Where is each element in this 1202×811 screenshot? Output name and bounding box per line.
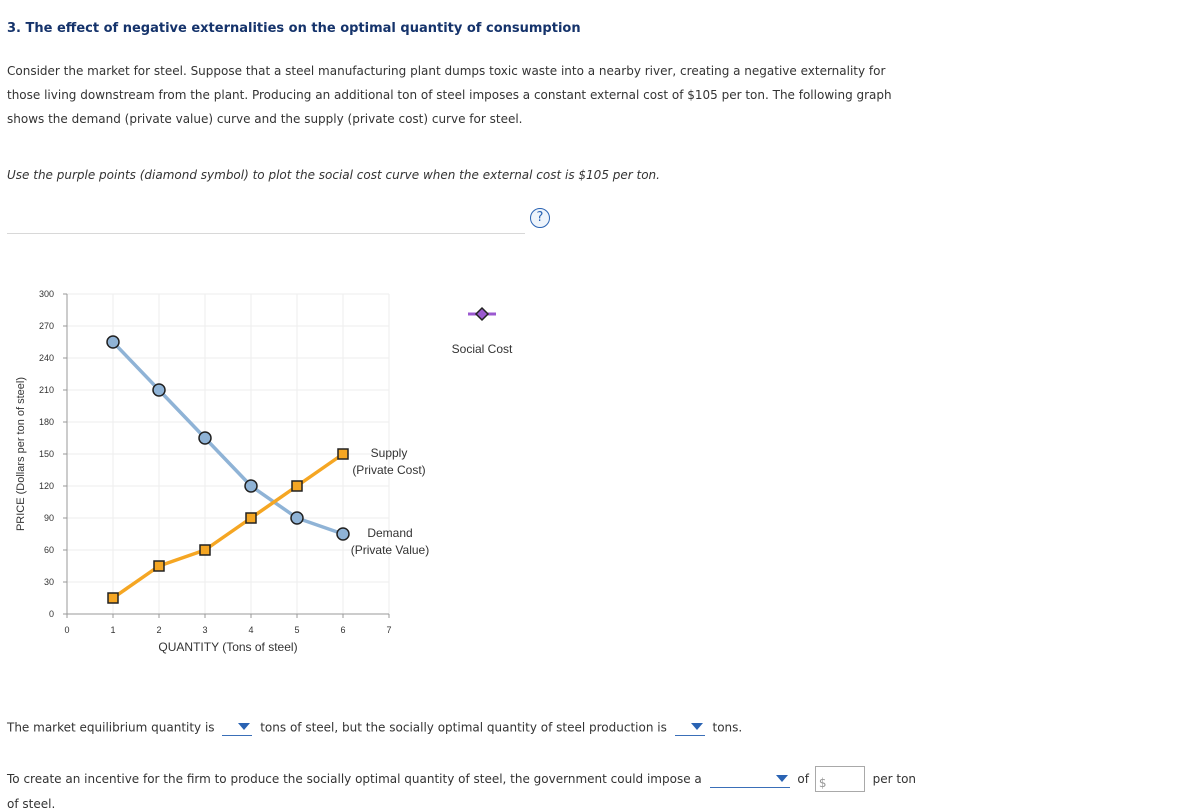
supply-label: Supply bbox=[371, 446, 408, 460]
tax-question: To create an incentive for the firm to p… bbox=[7, 766, 916, 792]
demand-point[interactable] bbox=[244, 479, 258, 493]
optimal-quantity-dropdown[interactable] bbox=[674, 719, 705, 736]
y-tick-label: 120 bbox=[39, 481, 54, 491]
equilibrium-question: The market equilibrium quantity is tons … bbox=[7, 719, 742, 736]
tax-tail: of steel. bbox=[7, 797, 56, 811]
question-title: 3. The effect of negative externalities … bbox=[7, 21, 581, 36]
tax-suffix: per ton bbox=[872, 772, 917, 786]
x-tick-label: 4 bbox=[248, 625, 253, 635]
instruction-text: Use the purple points (diamond symbol) t… bbox=[7, 168, 660, 182]
equilibrium-middle: tons of steel, but the socially optimal … bbox=[260, 720, 667, 735]
y-tick-label: 240 bbox=[39, 353, 54, 363]
y-tick-label: 30 bbox=[44, 577, 54, 587]
divider bbox=[7, 233, 525, 234]
supply-point[interactable] bbox=[153, 560, 165, 572]
chevron-down-icon bbox=[690, 723, 703, 730]
chevron-down-icon bbox=[775, 774, 788, 782]
supply-curve-line bbox=[112, 452, 344, 600]
x-tick-label: 3 bbox=[202, 625, 207, 635]
dollar-sign: $ bbox=[818, 776, 827, 790]
tax-amount-input[interactable]: $ bbox=[814, 766, 865, 792]
x-axis-label: QUANTITY (Tons of steel) bbox=[158, 640, 297, 654]
x-tick-label: 6 bbox=[340, 625, 345, 635]
demand-point[interactable] bbox=[290, 511, 304, 525]
tax-prefix: To create an incentive for the firm to p… bbox=[7, 772, 702, 786]
demand-point[interactable] bbox=[152, 383, 166, 397]
chart-axes: 0 30 60 90 120 150 180 210 240 270 300 0 1 2 3 4 5 6 7 bbox=[39, 289, 392, 635]
demand-point[interactable] bbox=[198, 431, 212, 445]
supply-point[interactable] bbox=[337, 448, 349, 460]
supply-point[interactable] bbox=[291, 480, 303, 492]
chevron-down-icon bbox=[238, 723, 251, 730]
y-tick-label: 90 bbox=[44, 513, 54, 523]
y-tick-label: 180 bbox=[39, 417, 54, 427]
chart-series bbox=[106, 335, 350, 604]
policy-type-dropdown[interactable] bbox=[709, 771, 790, 788]
demand-label: (Private Value) bbox=[351, 543, 429, 557]
demand-label: Demand bbox=[367, 526, 412, 540]
y-axis-label: PRICE (Dollars per ton of steel) bbox=[15, 377, 27, 531]
y-tick-label: 150 bbox=[39, 449, 54, 459]
demand-point[interactable] bbox=[336, 527, 350, 541]
supply-label: (Private Cost) bbox=[352, 463, 425, 477]
tax-of: of bbox=[797, 772, 809, 786]
social-cost-label: Social Cost bbox=[452, 342, 513, 356]
help-icon[interactable]: ? bbox=[530, 208, 550, 228]
supply-point[interactable] bbox=[245, 512, 257, 524]
demand-curve-line bbox=[111, 340, 344, 536]
equilibrium-quantity-dropdown[interactable] bbox=[222, 719, 253, 736]
y-tick-label: 60 bbox=[44, 545, 54, 555]
equilibrium-suffix: tons. bbox=[712, 720, 743, 735]
equilibrium-prefix: The market equilibrium quantity is bbox=[7, 720, 215, 735]
demand-point[interactable] bbox=[106, 335, 120, 349]
supply-point[interactable] bbox=[107, 592, 119, 604]
x-tick-label: 0 bbox=[64, 625, 69, 635]
diamond-icon[interactable] bbox=[474, 306, 490, 322]
x-tick-label: 5 bbox=[294, 625, 299, 635]
supply-point[interactable] bbox=[199, 544, 211, 556]
y-tick-label: 210 bbox=[39, 385, 54, 395]
chart-labels: QUANTITY (Tons of steel) PRICE (Dollars p… bbox=[15, 377, 429, 654]
x-tick-label: 2 bbox=[156, 625, 161, 635]
y-tick-label: 300 bbox=[39, 289, 54, 299]
social-cost-palette[interactable]: Social Cost bbox=[452, 306, 513, 356]
x-tick-label: 1 bbox=[110, 625, 115, 635]
graph[interactable]: 0 30 60 90 120 150 180 210 240 270 300 0 1 2 3 4 5 6 7 QUA… bbox=[0, 280, 560, 670]
x-tick-label: 7 bbox=[386, 625, 391, 635]
y-tick-label: 270 bbox=[39, 321, 54, 331]
question-intro: Consider the market for steel. Suppose t… bbox=[7, 64, 892, 126]
y-tick-label: 0 bbox=[49, 609, 54, 619]
